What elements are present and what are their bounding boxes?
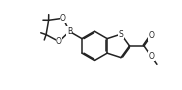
- Text: O: O: [60, 14, 66, 23]
- Text: O: O: [148, 31, 154, 40]
- Text: O: O: [148, 51, 154, 60]
- Text: O: O: [56, 37, 62, 46]
- Text: S: S: [119, 30, 123, 39]
- Text: B: B: [67, 27, 72, 36]
